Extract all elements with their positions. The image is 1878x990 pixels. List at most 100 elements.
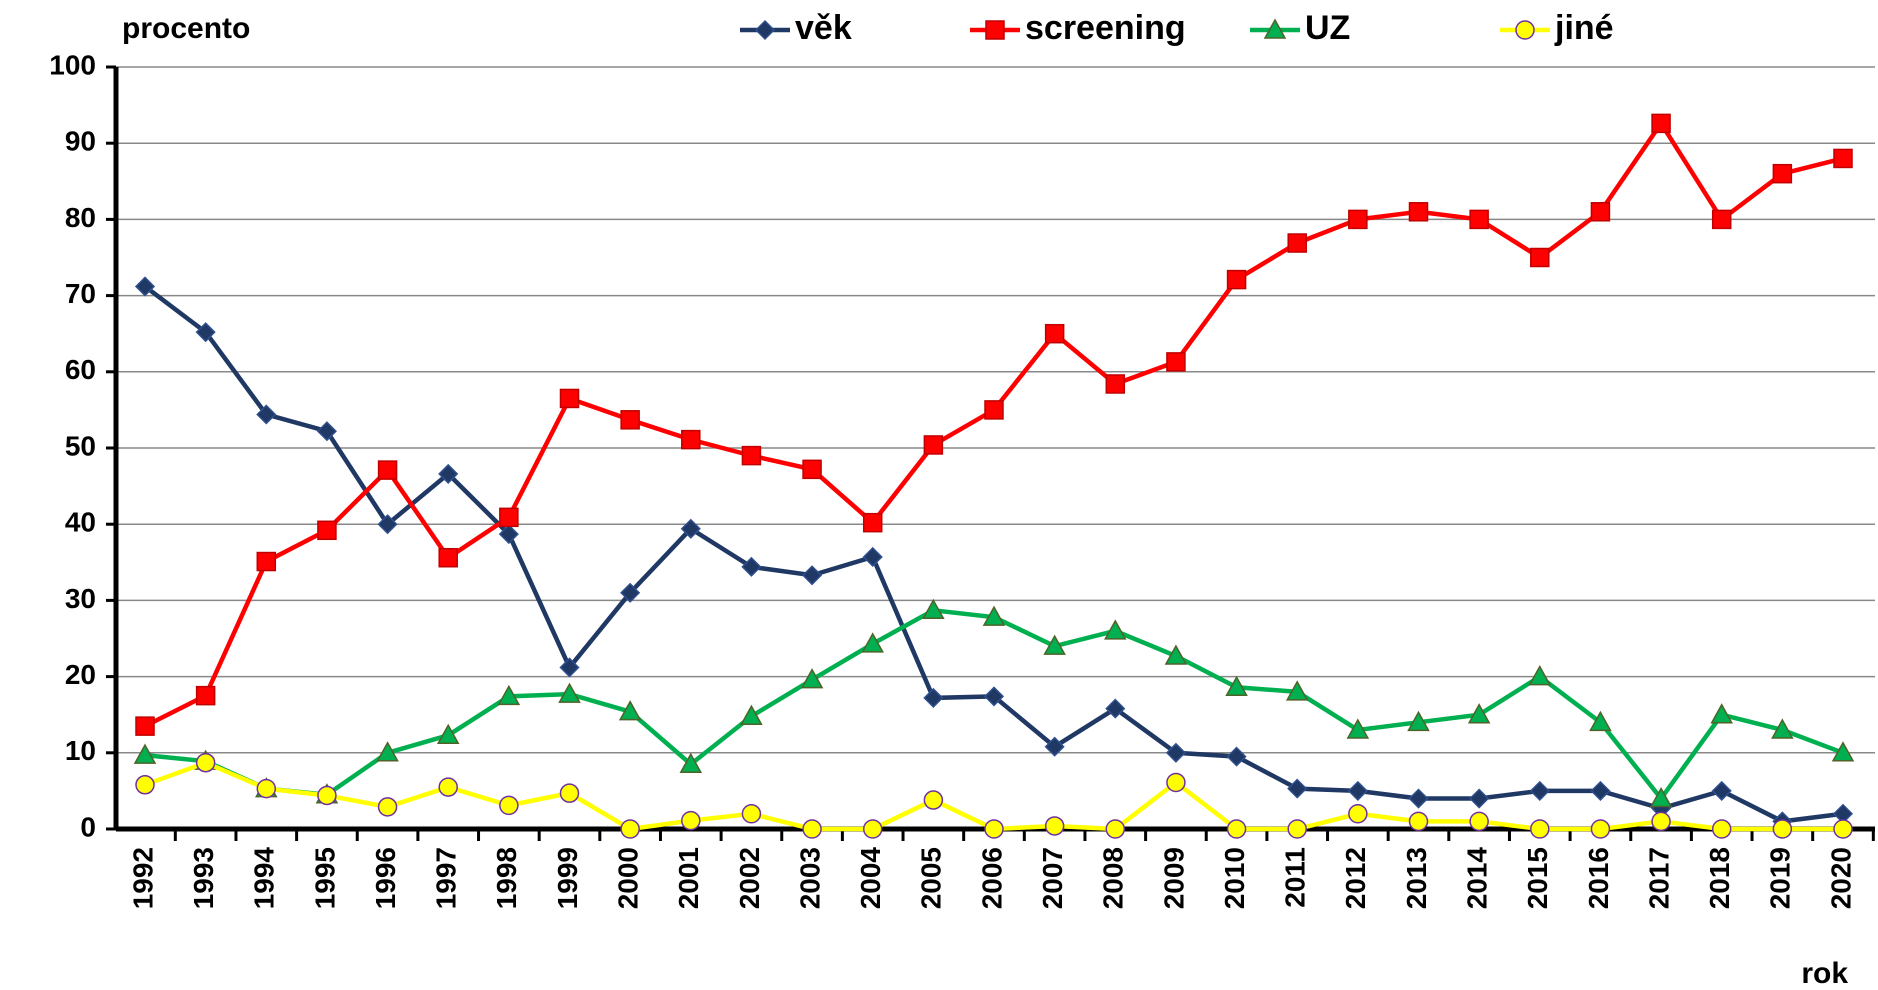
marker [1105,374,1126,394]
marker [802,459,822,480]
x-tick-label: 2011 [1280,847,1311,908]
y-tick-label: 90 [65,126,96,157]
marker [984,400,1004,420]
marker [1165,742,1186,763]
x-tick-label: 2007 [1037,847,1068,909]
x-tick-label: 1998 [491,847,522,909]
marker [1831,741,1855,762]
marker [1287,233,1307,253]
marker [1528,665,1552,686]
marker [438,777,458,797]
marker [802,565,823,586]
x-tick-label: 2002 [734,847,765,909]
x-tick-label: 2003 [794,847,825,909]
marker [1590,780,1611,801]
x-tick-label: 2009 [1158,847,1189,909]
marker [1285,680,1309,701]
marker [1651,113,1671,134]
marker [923,790,944,810]
marker [741,445,762,466]
marker [133,743,157,764]
marker [559,657,580,678]
marker [740,704,763,725]
x-tick-label: 1996 [370,847,401,909]
marker [983,686,1005,707]
marker [1347,780,1368,801]
x-tick-label: 2010 [1219,847,1250,909]
marker [620,582,641,603]
legend-label: jiné [1554,9,1614,47]
x-tick-label: 2001 [673,847,704,909]
marker [679,752,703,773]
y-tick-label: 30 [65,583,96,614]
marker [1105,698,1126,719]
x-tick-label: 1999 [552,847,583,909]
marker [377,797,398,817]
marker [499,795,519,816]
marker [1104,619,1127,640]
marker [1649,786,1673,808]
x-tick-label: 2000 [613,847,644,909]
marker [802,819,822,839]
legend-item: screening [970,9,1186,47]
marker [438,547,458,568]
marker [1710,703,1733,724]
y-tick-label: 20 [65,659,96,690]
marker [984,819,1004,839]
marker [1166,352,1186,372]
marker [1590,202,1611,222]
series-line [144,760,1843,832]
marker [982,605,1006,626]
marker [1044,736,1065,757]
marker [1348,209,1368,230]
marker [923,687,944,708]
x-tick-label: 2016 [1583,847,1614,909]
marker [1346,718,1370,739]
marker [1589,710,1612,732]
marker [377,514,398,535]
marker [680,518,701,539]
x-tick-label: 2018 [1704,847,1735,909]
marker [1407,710,1430,732]
marker [134,276,156,297]
marker [1043,634,1066,655]
marker [1348,804,1368,824]
marker [498,524,519,545]
marker [316,421,337,442]
marker [377,460,398,480]
marker [922,598,945,620]
marker [317,520,337,541]
marker [1467,703,1491,724]
marker [195,685,216,706]
marker [1226,819,1247,839]
marker [1044,816,1065,836]
marker [754,19,776,41]
marker [256,551,277,572]
marker [436,723,460,745]
x-tick-label: 2006 [976,847,1007,909]
legend-label: UZ [1305,9,1350,47]
x-tick-label: 2015 [1522,847,1553,909]
marker [135,716,155,736]
marker [1166,772,1186,793]
marker [438,463,459,484]
x-tick-label: 2012 [1340,847,1371,909]
marker [923,435,944,455]
marker [1515,20,1535,40]
marker [559,388,580,409]
marker [620,819,640,839]
y-tick-label: 50 [65,430,96,461]
x-tick-label: 1994 [249,847,280,910]
marker [1408,202,1429,222]
marker [1772,163,1793,184]
marker [195,322,216,343]
x-tick-label: 1993 [188,847,219,909]
marker [862,819,883,839]
x-tick-label: 1992 [127,847,158,909]
x-tick-label: 2014 [1462,847,1493,910]
marker [1287,778,1308,799]
marker [1408,811,1429,832]
marker [681,810,701,831]
marker [1226,746,1247,767]
